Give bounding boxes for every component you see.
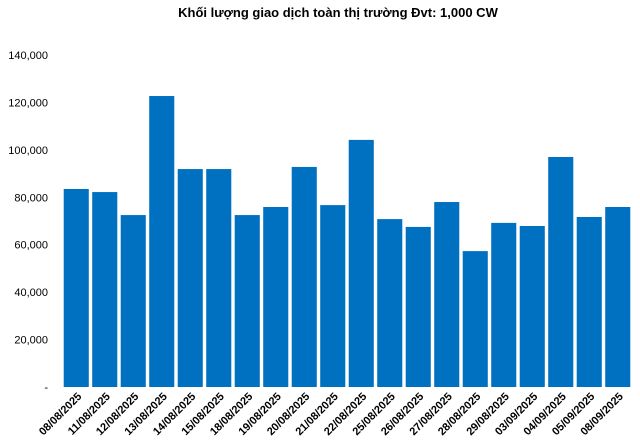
- bar: [149, 96, 175, 388]
- y-tick-label: 80,000: [14, 192, 48, 204]
- chart-title: Khối lượng giao dịch toàn thị trường Đvt…: [178, 5, 498, 20]
- bar: [576, 216, 602, 387]
- bar: [405, 226, 431, 387]
- bar: [234, 215, 260, 387]
- y-tick-label: 60,000: [14, 240, 48, 252]
- bar: [263, 207, 289, 387]
- bar: [434, 202, 460, 387]
- y-tick-label: 120,000: [8, 97, 48, 109]
- bar: [177, 169, 203, 387]
- bar: [491, 222, 517, 387]
- bar: [605, 207, 631, 387]
- bar: [377, 219, 403, 387]
- y-tick-label: 100,000: [8, 145, 48, 157]
- bar: [92, 192, 118, 387]
- y-tick-label: 20,000: [14, 335, 48, 347]
- bar: [548, 156, 574, 387]
- bar: [519, 225, 545, 387]
- bar: [320, 205, 346, 387]
- bar: [206, 169, 232, 387]
- bar: [120, 215, 146, 387]
- y-tick-label: 140,000: [8, 50, 48, 62]
- y-tick-label: 40,000: [14, 287, 48, 299]
- bar: [462, 251, 488, 387]
- y-tick-label: -: [44, 382, 48, 394]
- bar: [348, 139, 374, 387]
- bar: [291, 166, 317, 387]
- bar: [63, 188, 89, 387]
